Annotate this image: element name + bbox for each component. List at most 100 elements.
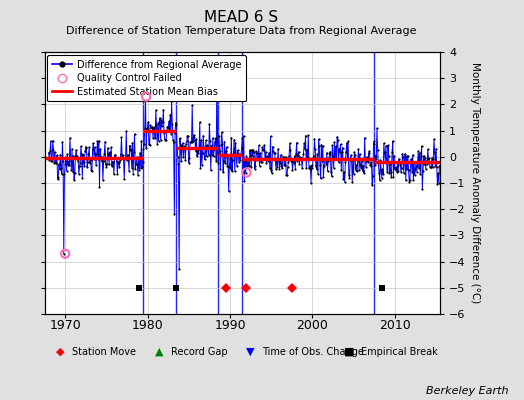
- Point: [425, 163, 434, 170]
- Point: [314, 136, 323, 142]
- Point: [109, 159, 117, 166]
- Point: [352, 162, 361, 168]
- Point: [102, 164, 111, 170]
- Point: [248, 153, 257, 159]
- Point: [151, 135, 159, 142]
- Point: [410, 160, 418, 166]
- Point: [61, 250, 69, 257]
- Point: [230, 136, 238, 143]
- Point: [314, 171, 322, 177]
- Point: [196, 165, 205, 171]
- Point: [78, 174, 86, 181]
- Point: [173, 145, 181, 152]
- Point: [308, 164, 316, 171]
- Point: [377, 167, 385, 174]
- Point: [146, 142, 154, 148]
- Point: [317, 141, 325, 148]
- Point: [422, 158, 431, 164]
- Point: [105, 161, 113, 167]
- Point: [297, 155, 305, 162]
- Point: [414, 148, 422, 154]
- Point: [395, 156, 403, 162]
- Point: [367, 162, 375, 169]
- Point: [420, 161, 429, 168]
- Point: [401, 150, 409, 157]
- Point: [68, 146, 76, 152]
- Point: [330, 164, 338, 171]
- Point: [234, 150, 243, 156]
- Point: [106, 149, 114, 156]
- Point: [402, 153, 411, 159]
- Point: [150, 124, 159, 130]
- Point: [390, 166, 399, 172]
- Point: [93, 138, 102, 144]
- Point: [280, 162, 288, 168]
- Point: [224, 153, 232, 159]
- Point: [321, 156, 330, 162]
- Point: [214, 160, 223, 166]
- Point: [394, 158, 402, 165]
- Point: [107, 144, 115, 151]
- Point: [279, 154, 288, 160]
- Point: [216, 166, 225, 172]
- Point: [123, 157, 131, 164]
- Point: [209, 153, 217, 160]
- Point: [430, 136, 438, 142]
- Point: [100, 151, 108, 157]
- Point: [423, 146, 432, 152]
- Point: [351, 152, 359, 158]
- Point: [335, 146, 343, 152]
- Point: [157, 136, 165, 143]
- Point: [81, 148, 89, 154]
- Point: [172, 122, 181, 128]
- Point: [211, 139, 219, 145]
- Point: [343, 156, 352, 162]
- Point: [64, 158, 73, 164]
- Point: [286, 147, 294, 153]
- Point: [193, 153, 201, 159]
- Point: [95, 138, 103, 144]
- Text: Difference of Station Temperature Data from Regional Average: Difference of Station Temperature Data f…: [66, 26, 416, 36]
- Point: [425, 155, 433, 162]
- Point: [119, 156, 128, 162]
- Point: [45, 150, 53, 156]
- Point: [169, 139, 178, 146]
- Point: [288, 156, 296, 163]
- Point: [48, 158, 56, 164]
- Point: [107, 163, 116, 169]
- Point: [244, 158, 252, 165]
- Point: [222, 144, 231, 150]
- Point: [409, 152, 417, 158]
- Point: [125, 168, 133, 174]
- Point: [304, 132, 312, 138]
- Point: [294, 152, 302, 158]
- Point: [226, 155, 234, 162]
- Point: [171, 130, 179, 136]
- Point: [325, 155, 333, 161]
- Point: [157, 117, 166, 123]
- Point: [190, 134, 199, 140]
- Point: [215, 133, 223, 139]
- Point: [204, 152, 213, 158]
- Point: [256, 150, 265, 156]
- Point: [182, 138, 191, 145]
- Point: [373, 125, 381, 131]
- Point: [273, 164, 281, 170]
- Point: [158, 118, 167, 125]
- Point: [118, 153, 126, 159]
- Point: [381, 159, 389, 165]
- Point: [101, 139, 109, 145]
- Point: [72, 147, 80, 153]
- Point: [78, 151, 86, 158]
- Point: [278, 165, 287, 172]
- Point: [283, 164, 292, 170]
- Point: [86, 160, 94, 166]
- Point: [385, 153, 393, 159]
- Point: [220, 158, 228, 164]
- Point: [140, 125, 149, 131]
- Point: [201, 152, 210, 159]
- Point: [299, 151, 308, 157]
- Point: [408, 169, 416, 175]
- Point: [413, 163, 422, 170]
- Point: [76, 160, 84, 166]
